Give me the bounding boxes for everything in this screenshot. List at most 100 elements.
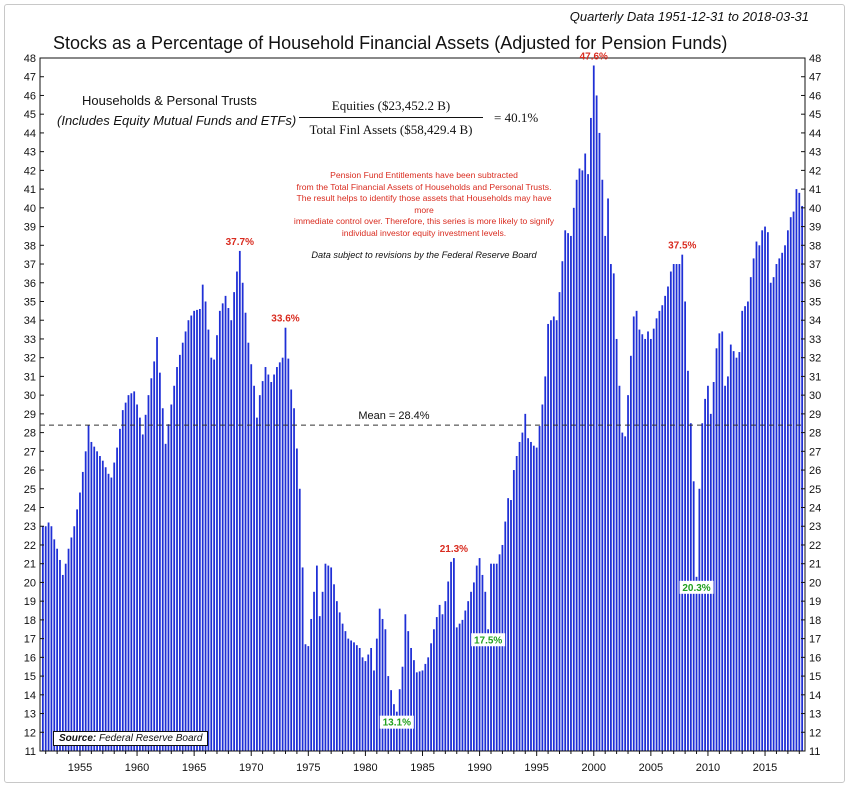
bar: [233, 292, 235, 751]
bar: [638, 329, 641, 751]
y-tick-label-right: 11: [809, 746, 820, 758]
y-tick-label-left: 33: [24, 334, 36, 346]
bar: [744, 306, 746, 751]
bar: [495, 563, 498, 751]
bar: [378, 608, 381, 751]
bar: [421, 670, 424, 751]
y-tick-label-right: 12: [809, 727, 821, 739]
y-tick-label-right: 35: [809, 296, 821, 308]
bar: [578, 168, 581, 751]
bar: [44, 526, 47, 751]
y-tick-label-right: 21: [809, 559, 821, 571]
bar: [395, 711, 398, 751]
bar: [575, 179, 578, 752]
bar: [73, 526, 76, 751]
y-tick-label-right: 40: [809, 203, 821, 215]
y-tick-label-right: 13: [809, 709, 821, 721]
bar: [178, 354, 181, 751]
bar: [641, 334, 644, 751]
bar: [550, 320, 552, 751]
bar: [604, 235, 607, 751]
bar: [484, 591, 487, 751]
y-tick-label-left: 14: [24, 690, 36, 702]
bar: [464, 610, 467, 751]
x-tick-label: 2015: [753, 762, 777, 774]
trough-label-bg: [679, 580, 714, 594]
bar: [707, 385, 709, 751]
households-subtitle: (Includes Equity Mutual Funds and ETFs): [57, 113, 297, 128]
bar: [658, 310, 661, 751]
y-tick-label-right: 41: [809, 184, 821, 196]
bar: [338, 612, 341, 751]
bar: [164, 443, 167, 751]
y-tick-label-right: 31: [809, 371, 821, 383]
bar: [504, 521, 507, 751]
x-tick-label: 2000: [582, 762, 606, 774]
bar: [256, 417, 258, 751]
bar: [170, 404, 173, 751]
bar: [139, 417, 141, 751]
bar: [53, 539, 56, 751]
bar: [267, 374, 270, 751]
bar: [698, 488, 701, 751]
y-tick-label-left: 35: [24, 296, 36, 308]
bar: [99, 456, 101, 751]
bar: [544, 376, 547, 751]
y-tick-label-right: 32: [809, 353, 821, 365]
x-tick-label: 1985: [410, 762, 434, 774]
y-tick-label-right: 36: [809, 278, 821, 290]
bar: [450, 561, 452, 751]
bar: [375, 638, 378, 751]
bar: [655, 318, 658, 751]
bar: [587, 174, 589, 751]
bar: [281, 357, 284, 751]
bar: [584, 153, 587, 751]
bar: [704, 398, 706, 751]
bar: [758, 245, 761, 752]
y-tick-label-right: 39: [809, 222, 821, 234]
bar: [678, 264, 681, 751]
bar: [261, 381, 264, 751]
y-tick-label-right: 18: [809, 615, 821, 627]
bar: [381, 618, 384, 751]
bar: [404, 614, 407, 751]
x-tick-label: 1955: [68, 762, 92, 774]
bar: [130, 393, 133, 751]
bar: [304, 644, 307, 751]
pension-note: Pension Fund Entitlements have been subt…: [286, 170, 562, 240]
bar: [761, 230, 764, 751]
y-tick-label-left: 34: [24, 315, 36, 327]
bar: [455, 627, 458, 751]
bar: [595, 95, 598, 751]
bar: [347, 638, 350, 751]
y-tick-label-right: 44: [809, 128, 821, 140]
bar: [684, 301, 686, 751]
x-tick-label: 1995: [524, 762, 548, 774]
bar: [264, 367, 267, 751]
bar: [290, 389, 293, 751]
bar: [527, 438, 529, 751]
y-tick-label-right: 43: [809, 147, 821, 159]
y-tick-label-right: 33: [809, 334, 821, 346]
bar: [250, 364, 253, 751]
bar: [301, 567, 304, 751]
bar: [144, 414, 147, 751]
mean-layer: Mean = 28.4%: [40, 410, 805, 426]
bar: [141, 434, 144, 751]
bar: [555, 320, 558, 751]
x-tick-label: 1965: [182, 762, 206, 774]
bar: [353, 642, 355, 751]
bar: [433, 629, 435, 751]
x-tick-label: 1980: [353, 762, 377, 774]
trough-label: 17.5%: [474, 635, 502, 646]
bar: [444, 601, 447, 751]
bar: [258, 395, 261, 751]
bar: [610, 264, 612, 751]
bar: [181, 342, 184, 751]
y-tick-label-right: 38: [809, 240, 821, 252]
bar: [198, 308, 201, 751]
bar: [187, 320, 190, 751]
bar: [644, 338, 647, 751]
bar: [224, 295, 227, 751]
x-tick-label: 1970: [239, 762, 263, 774]
